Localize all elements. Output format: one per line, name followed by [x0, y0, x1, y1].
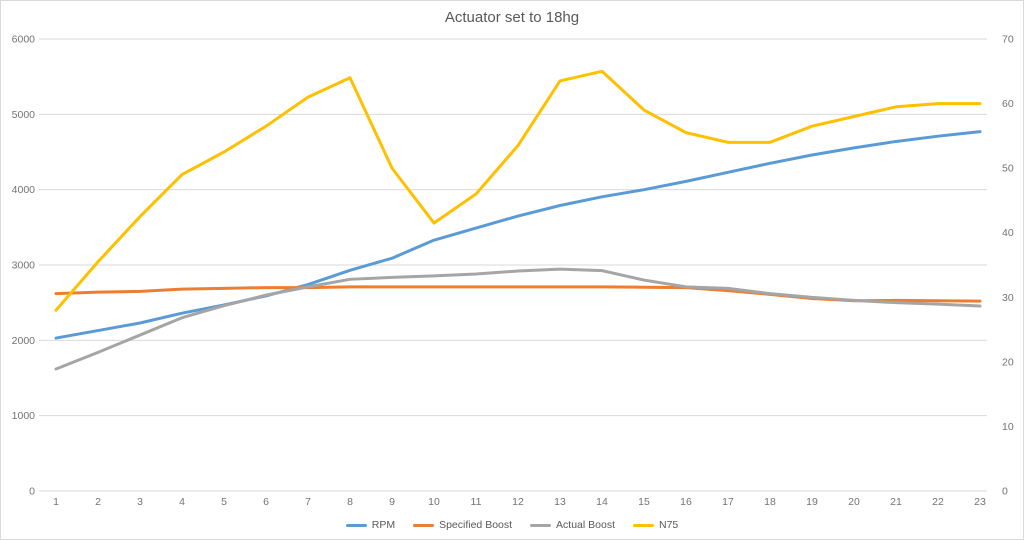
legend-item-specified-boost: Specified Boost: [413, 519, 512, 531]
y-left-tick-label: 4000: [12, 184, 36, 196]
x-tick-label: 17: [722, 496, 734, 508]
x-tick-label: 14: [596, 496, 608, 508]
legend-item-n75: N75: [633, 519, 678, 531]
y-right-tick-label: 40: [1002, 227, 1014, 239]
x-tick-label: 8: [347, 496, 353, 508]
x-tick-label: 5: [221, 496, 227, 508]
y-left-tick-label: 3000: [12, 260, 36, 272]
legend-item-rpm: RPM: [345, 519, 396, 531]
y-left-tick-label: 5000: [12, 109, 36, 121]
legend-label-actual-boost: Actual Boost: [556, 519, 615, 531]
chart-title: Actuator set to 18hg: [444, 9, 580, 26]
y-right-tick-label: 50: [1002, 163, 1014, 175]
legend-swatch-specified-boost: [413, 523, 435, 527]
y-left-tick-label: 6000: [12, 34, 36, 46]
legend: RPM Specified Boost Actual Boost N75: [1, 519, 1023, 531]
legend-swatch-n75: [633, 523, 654, 527]
x-tick-label: 10: [428, 496, 440, 508]
x-tick-label: 21: [890, 496, 902, 508]
x-tick-label: 15: [638, 496, 650, 508]
y-right-tick-label: 10: [1002, 421, 1014, 433]
legend-label-n75: N75: [659, 519, 679, 531]
x-tick-label: 12: [512, 496, 524, 508]
x-tick-label: 13: [554, 496, 566, 508]
y-left-tick-label: 2000: [12, 335, 36, 347]
series-line-rpm: [54, 130, 982, 340]
x-tick-label: 1: [53, 496, 59, 508]
y-right-tick-label: 60: [1002, 98, 1014, 110]
y-right-tick-label: 30: [1002, 292, 1014, 304]
legend-label-rpm: RPM: [371, 519, 396, 531]
x-tick-label: 20: [848, 496, 860, 508]
legend-item-actual-boost: Actual Boost: [530, 519, 615, 531]
x-tick-label: 23: [974, 496, 986, 508]
legend-label-specified-boost: Specified Boost: [439, 519, 513, 531]
series-line-n75: [54, 69, 982, 312]
y-right-tick-label: 70: [1002, 34, 1014, 46]
x-tick-label: 2: [95, 496, 101, 508]
x-tick-label: 7: [305, 496, 311, 508]
x-tick-label: 4: [179, 496, 185, 508]
x-tick-label: 19: [806, 496, 818, 508]
x-tick-label: 18: [764, 496, 776, 508]
legend-swatch-rpm: [345, 523, 367, 527]
y-right-tick-label: 0: [1002, 486, 1008, 498]
x-tick-label: 6: [263, 496, 269, 508]
y-left-tick-label: 1000: [12, 410, 36, 422]
y-right-tick-label: 20: [1002, 356, 1014, 368]
x-tick-label: 11: [471, 496, 482, 508]
series-line-actual-boost: [54, 267, 982, 371]
x-tick-label: 3: [137, 496, 143, 508]
x-tick-label: 22: [932, 496, 944, 508]
x-tick-label: 16: [680, 496, 692, 508]
legend-swatch-actual-boost: [530, 523, 552, 527]
x-tick-label: 9: [389, 496, 395, 508]
y-left-tick-label: 0: [29, 486, 35, 498]
